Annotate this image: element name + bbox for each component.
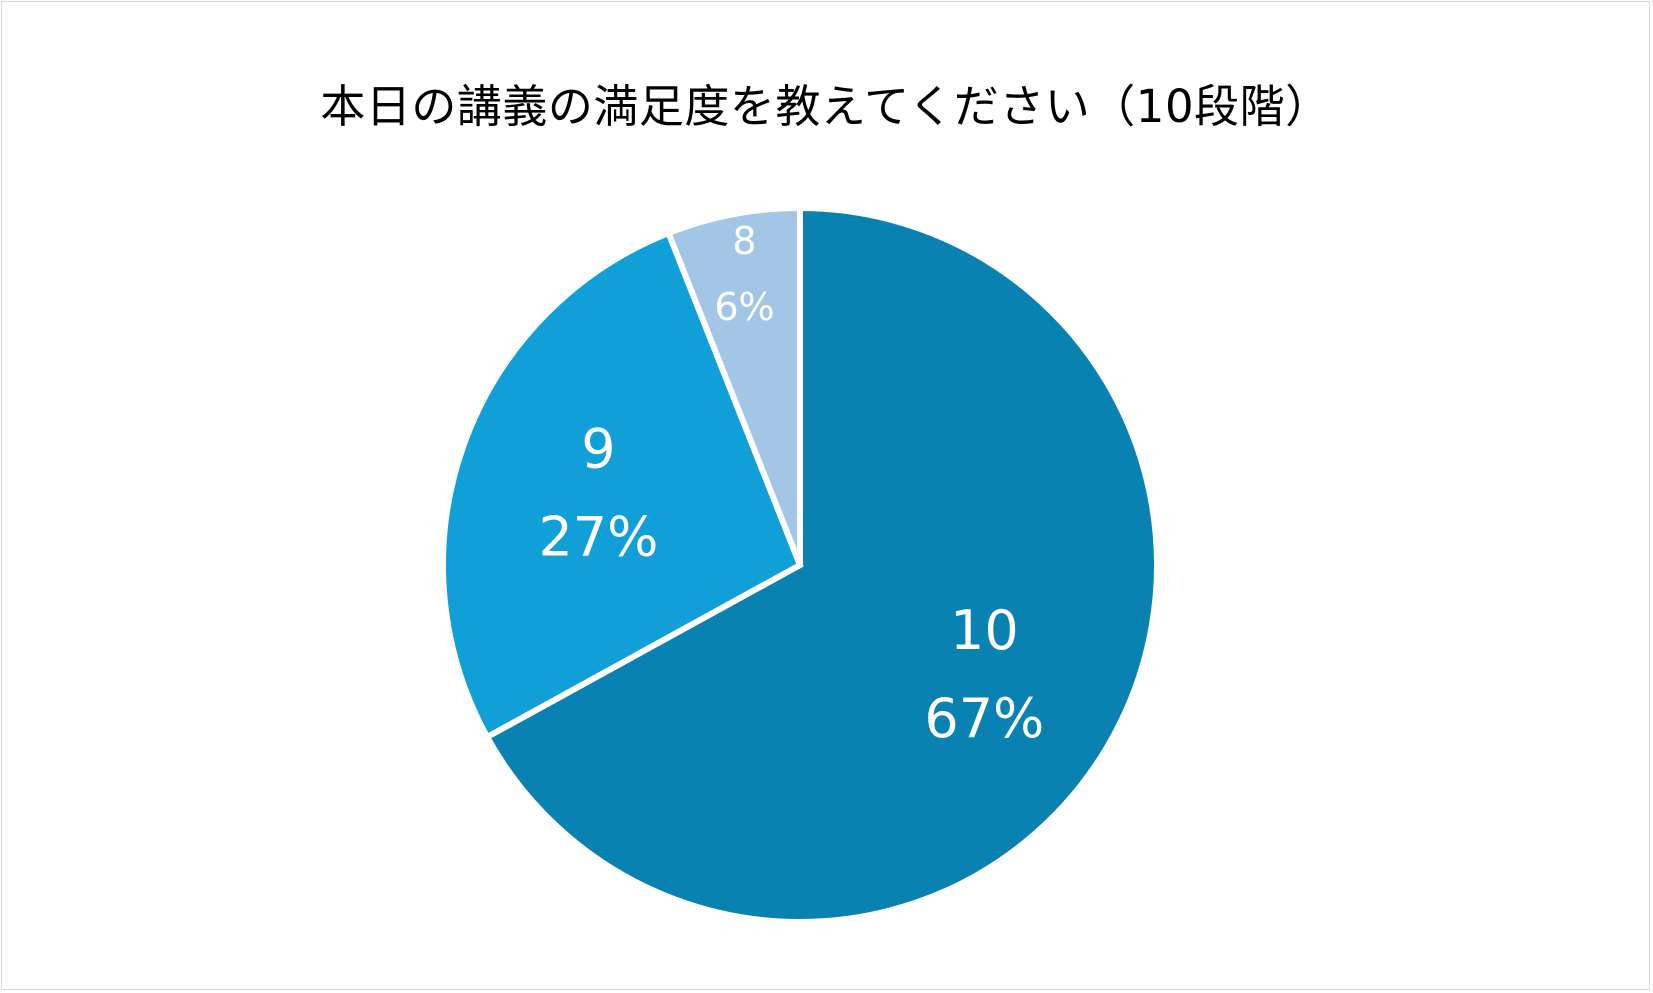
pie-slice-9 bbox=[440, 229, 804, 742]
slice-percent-label: 27% bbox=[538, 505, 658, 568]
slice-category-label: 10 bbox=[950, 599, 1019, 662]
slice-category-label: 9 bbox=[581, 417, 615, 480]
slice-percent-label: 67% bbox=[924, 687, 1044, 750]
slice-percent-label: 6% bbox=[714, 285, 774, 329]
pie-slice-10 bbox=[483, 204, 1160, 925]
slice-category-label: 8 bbox=[732, 219, 756, 263]
pie-labels: 10 67% 9 27% 8 6% bbox=[538, 219, 1044, 750]
pie-slice-8 bbox=[664, 204, 803, 567]
chart-title: 本日の講義の満足度を教えてください（10段階） bbox=[320, 80, 1331, 133]
pie-slices bbox=[440, 204, 1160, 925]
